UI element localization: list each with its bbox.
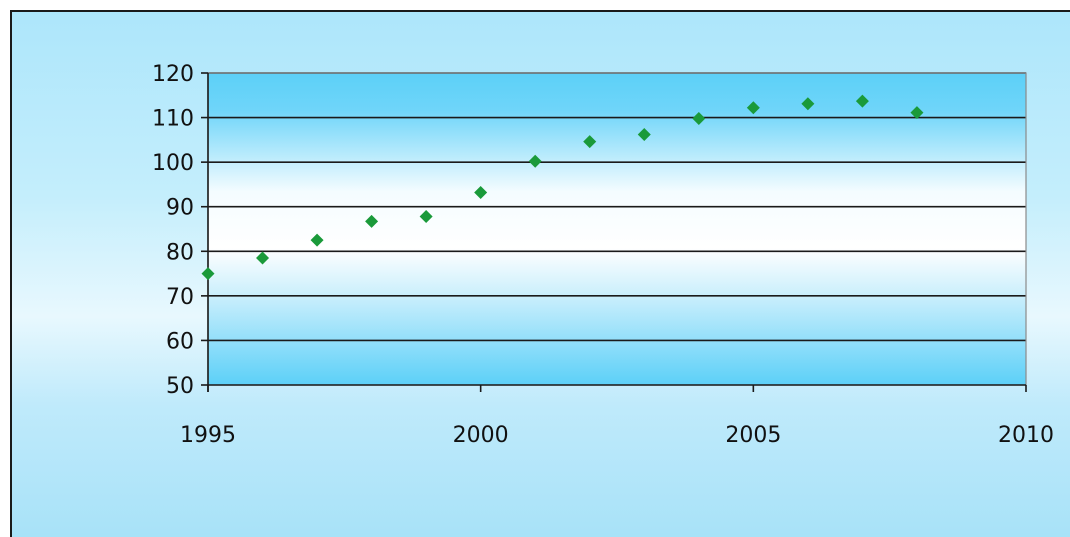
data-point: [855, 94, 869, 108]
y-tick-label: 80: [166, 240, 194, 265]
x-tick-label: 2000: [453, 423, 509, 448]
y-tick-label: 60: [166, 329, 194, 354]
data-point: [528, 154, 542, 168]
axes: [201, 72, 1027, 392]
data-point: [637, 128, 651, 142]
data-point: [365, 214, 379, 228]
x-tick-label: 1995: [180, 423, 236, 448]
y-tick-label: 100: [152, 151, 194, 176]
y-tick-label: 120: [152, 62, 194, 87]
tick-labels: 50 60 70 80 90 100 110 120 1995 2000 2005 2010: [152, 62, 1054, 448]
y-tick-label: 50: [166, 374, 194, 399]
x-tick-label: 2005: [725, 423, 781, 448]
data-point: [692, 111, 706, 125]
data-point: [256, 251, 270, 265]
data-point: [910, 106, 924, 120]
y-tick-label: 70: [166, 285, 194, 310]
data-point: [201, 267, 215, 281]
data-points: [201, 94, 924, 281]
data-point: [801, 97, 815, 111]
plot-area: [208, 73, 1026, 385]
y-tick-label: 90: [166, 196, 194, 221]
data-point: [419, 210, 433, 224]
data-point: [474, 185, 488, 199]
x-tick-label: 2010: [998, 423, 1054, 448]
data-point: [583, 135, 597, 149]
data-point: [746, 101, 760, 115]
data-point: [310, 233, 324, 247]
y-tick-label: 110: [152, 107, 194, 132]
